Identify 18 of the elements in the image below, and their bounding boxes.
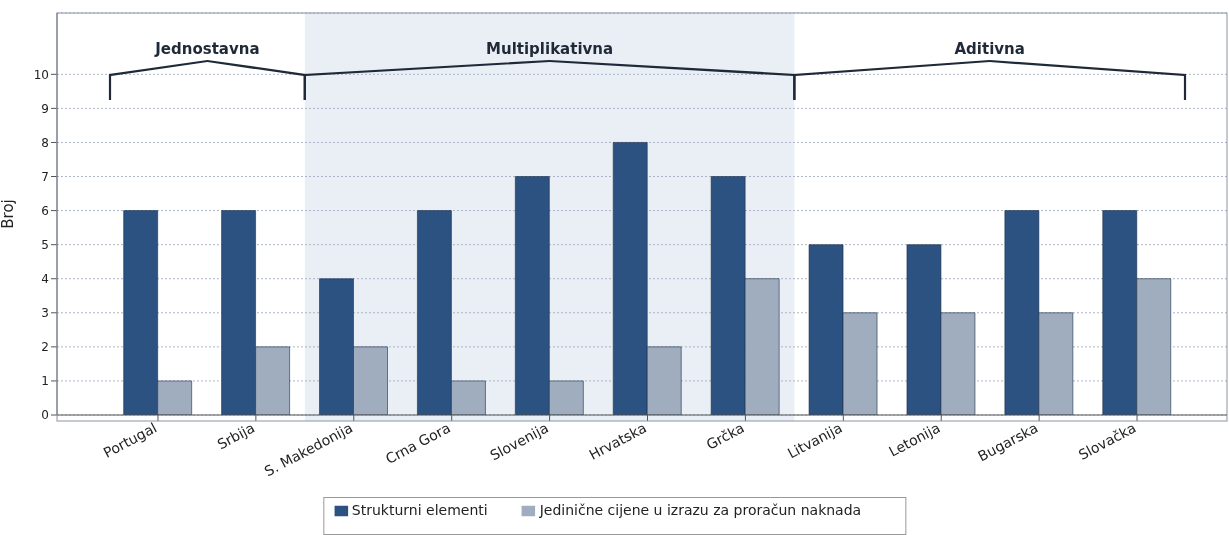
y-tick-label: 8 bbox=[41, 135, 49, 150]
y-tick-label: 5 bbox=[41, 237, 49, 252]
annotation: Multiplikativna bbox=[486, 40, 614, 58]
y-tick-label: 2 bbox=[41, 340, 49, 355]
y-tick-label: 4 bbox=[41, 271, 49, 286]
y-tick-label: 6 bbox=[41, 203, 49, 218]
annotation: Jednostavna bbox=[154, 40, 260, 58]
legend-label: Strukturni elementi bbox=[351, 502, 488, 518]
annotation: Aditivna bbox=[954, 40, 1025, 58]
legend-label: Jedinične cijene u izrazu za proračun naknada bbox=[539, 502, 862, 518]
x-tick-label: Crna Gora bbox=[382, 419, 454, 467]
y-tick-label: 3 bbox=[41, 306, 49, 321]
y-tick-label: 0 bbox=[41, 408, 49, 423]
y-tick-label: 10 bbox=[33, 67, 49, 82]
y-tick-label: 1 bbox=[41, 374, 49, 389]
y-tick-label: 9 bbox=[41, 101, 49, 116]
y-tick-label: 7 bbox=[41, 169, 49, 184]
y-axis-title: Broj bbox=[0, 199, 18, 229]
